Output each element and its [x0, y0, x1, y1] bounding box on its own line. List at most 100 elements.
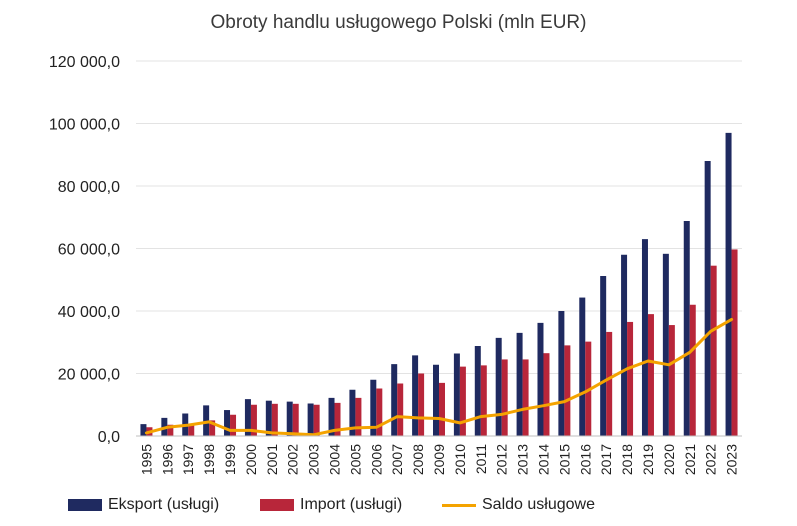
bar-import: [668, 325, 675, 436]
bar-export: [725, 132, 732, 436]
bar-import: [501, 359, 508, 436]
x-tick-label: 2000: [243, 444, 259, 475]
bar-export: [203, 405, 210, 436]
x-tick-label: 2015: [556, 444, 572, 475]
bar-import: [334, 402, 341, 436]
bar-import: [606, 331, 613, 436]
bar-export: [412, 355, 419, 436]
x-tick-label: 2002: [285, 444, 301, 475]
bar-import: [376, 388, 383, 436]
bar-export: [579, 297, 586, 436]
bar-import: [188, 425, 195, 436]
x-tick-label: 2020: [661, 444, 677, 475]
x-axis: 1995 1996 1997 1998 1999 2000 2001 2002 2003 2004…: [136, 435, 742, 475]
x-tick-label: 2005: [347, 444, 363, 475]
legend-swatch-balance: [442, 503, 476, 507]
x-tick-label: 2013: [515, 444, 531, 475]
series-line-balance: [144, 317, 734, 437]
bar-import: [480, 365, 487, 436]
bar-import: [731, 249, 738, 436]
bar-export: [140, 424, 147, 436]
legend-label-export: Eksport (usługi): [108, 496, 220, 513]
bar-export: [600, 276, 607, 436]
bar-export: [244, 399, 251, 436]
x-tick-label: 1999: [222, 444, 238, 475]
x-tick-label: 2017: [598, 444, 614, 475]
bar-export: [307, 403, 314, 436]
bar-export: [433, 364, 439, 436]
x-tick-label: 2012: [494, 444, 510, 475]
bar-import: [710, 265, 717, 436]
x-tick-label: 2006: [368, 444, 384, 475]
y-tick-label: 40 000,0: [58, 304, 120, 321]
bar-import: [439, 382, 445, 436]
y-axis: 0,0 20 000,0 40 000,0 60 000,0 80 000,0 100 0…: [49, 54, 120, 446]
chart-title: Obroty handlu usługowego Polski (mln EUR…: [210, 12, 587, 33]
bar-export: [349, 389, 356, 436]
bar-export: [537, 322, 544, 436]
y-tick-label: 60 000,0: [58, 242, 120, 259]
x-tick-label: 2016: [577, 444, 593, 475]
bar-import: [689, 304, 696, 436]
x-tick-label: 2022: [703, 444, 719, 475]
bar-export: [704, 161, 711, 436]
bar-export: [516, 332, 523, 436]
x-tick-label: 2001: [264, 444, 280, 475]
legend-item-balance: Saldo usługowe: [442, 496, 595, 514]
bars: [140, 132, 738, 436]
bar-export: [224, 410, 231, 436]
bar-export: [662, 253, 669, 436]
bar-import: [209, 420, 216, 436]
x-tick-label: 2014: [536, 444, 552, 475]
legend: Eksport (usługi) Import (usługi) Saldo u…: [0, 496, 797, 520]
y-tick-label: 120 000,0: [49, 54, 120, 71]
bar-import: [647, 314, 654, 436]
bar-export: [265, 400, 272, 436]
x-tick-label: 2011: [473, 444, 489, 474]
bar-import: [355, 397, 362, 436]
bar-export: [391, 364, 398, 436]
y-tick-label: 100 000,0: [49, 117, 120, 134]
legend-label-balance: Saldo usługowe: [482, 496, 595, 513]
x-tick-label: 1997: [180, 444, 196, 475]
x-tick-label: 2023: [724, 444, 740, 475]
x-tick-label: 2018: [619, 444, 635, 475]
bar-import: [230, 414, 237, 436]
bar-import: [292, 403, 299, 436]
x-tick-label: 1996: [159, 444, 175, 475]
x-tick-label: 2010: [452, 444, 468, 475]
bar-import: [271, 403, 278, 436]
x-tick-label: 2019: [640, 444, 656, 475]
legend-swatch-export: [68, 499, 102, 511]
bar-export: [558, 311, 565, 436]
bar-export: [621, 254, 628, 436]
x-tick-label: 2003: [306, 444, 322, 475]
x-tick-label: 2021: [682, 444, 698, 475]
legend-swatch-import: [260, 499, 294, 511]
x-tick-label: 2008: [410, 444, 426, 475]
bar-export: [370, 379, 377, 436]
bar-export: [495, 337, 502, 436]
bar-import: [167, 424, 174, 436]
bar-import: [522, 359, 529, 436]
bar-import: [459, 366, 466, 436]
bar-export: [474, 346, 481, 436]
x-tick-label: 1998: [201, 444, 217, 475]
legend-item-export: Eksport (usługi): [68, 496, 219, 514]
bar-import: [250, 404, 257, 436]
balance-line: [144, 317, 734, 437]
bar-import: [627, 321, 634, 436]
bar-import: [543, 353, 550, 436]
x-tick-label: 2009: [431, 444, 447, 475]
bar-export: [328, 397, 335, 436]
bar-export: [453, 353, 460, 436]
bar-import: [397, 383, 404, 436]
bar-export: [641, 239, 648, 436]
bar-import: [564, 345, 571, 436]
legend-item-import: Import (usługi): [260, 496, 402, 514]
bar-export: [683, 221, 690, 436]
x-tick-label: 2004: [327, 444, 343, 475]
bar-import: [418, 373, 425, 436]
y-tick-label: 20 000,0: [58, 367, 120, 384]
